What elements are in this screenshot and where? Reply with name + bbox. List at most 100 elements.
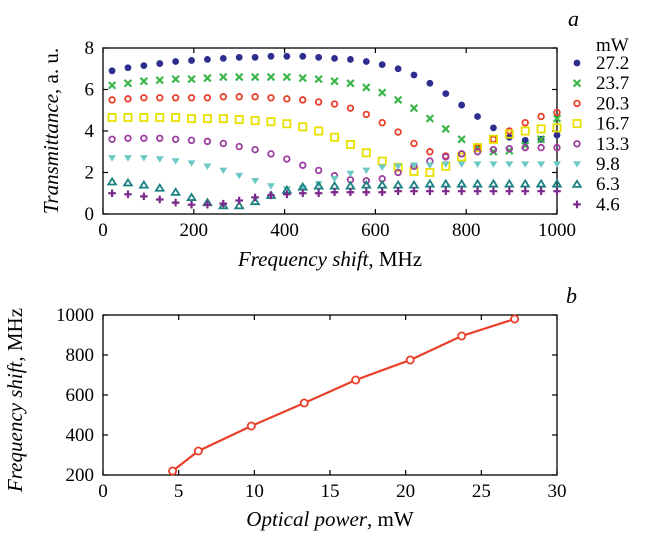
data-point [551,178,563,188]
data-point [140,94,148,102]
data-point [520,126,530,136]
data-point-shape [283,190,291,199]
data-point-shape [457,152,467,162]
panel-a-y-tick-label: 4 [85,121,95,142]
data-point [267,94,275,102]
panel-b-x-axis-title-main: Optical power [246,507,368,531]
data-point [124,190,132,199]
data-point-shape [107,81,117,90]
data-point-shape [251,193,259,202]
data-point [425,167,435,177]
data-point-shape [520,126,530,136]
data-point [330,188,339,197]
data-point [283,52,291,60]
panel-a-y-axis-title-main: Transmittance [39,94,63,214]
data-point [376,179,388,189]
data-point-shape [186,192,197,201]
data-point-shape [140,134,148,142]
panel-b-data-point [246,421,256,431]
legend-marker-icon [573,140,581,148]
data-point-shape [298,189,307,198]
data-point-shape [139,77,149,86]
data-point-shape [203,200,212,209]
data-point [536,135,546,144]
data-point [219,199,228,208]
data-point-shape [346,104,355,112]
data-point [235,72,244,82]
panel-a-y-axis-title-unit: , a. u. [39,48,63,94]
data-point-shape [187,94,196,102]
data-point-shape [219,139,228,148]
data-point [553,108,561,117]
data-point [203,200,212,209]
data-point [345,180,356,190]
data-point-shape [457,150,466,158]
data-point [266,117,276,127]
data-point-shape [425,114,435,123]
data-point [329,180,340,190]
data-point [552,114,562,123]
data-point-shape [218,114,228,124]
data-point [457,150,466,158]
data-point-shape [409,162,418,169]
data-point [139,155,148,162]
data-point [505,144,514,153]
panel-b-x-ticks: 0 5 10 15 20 25 30 [98,315,567,502]
data-point [474,113,481,120]
data-point-shape [154,182,166,192]
legend-marker-icon [572,79,582,88]
data-point-shape [473,148,482,156]
data-point-shape [362,167,371,175]
panel-b-y-tick-label: 800 [66,345,95,366]
data-point [345,139,355,149]
data-point-shape [171,198,180,207]
data-point [408,179,420,189]
data-point-shape [552,114,562,123]
data-point-shape [298,122,308,132]
data-point-shape [187,200,196,209]
data-point [314,74,323,84]
data-point [346,79,355,88]
panel-b-y-ticks: 200 400 600 800 1000 [56,305,557,486]
data-point-shape [378,164,387,171]
data-point-shape [330,175,339,183]
data-point [171,198,180,207]
data-point-shape [219,93,228,101]
data-point-shape [283,52,291,60]
legend-item-9-8: 9.8 [573,154,620,175]
data-point [171,158,180,165]
data-point [442,153,450,161]
data-point [108,96,116,104]
data-point-shape [250,116,260,126]
data-point [106,176,118,186]
panel-b-x-tick-label: 15 [321,481,340,502]
panel-a-y-tick-label: 2 [85,163,95,184]
data-point-shape [108,67,116,75]
panel-a-y-axis-title: Transmittance, a. u. [39,48,63,214]
data-point [424,178,436,188]
data-point [283,155,291,163]
data-point [187,74,196,84]
panel-a-data-points [106,52,563,210]
data-point-shape [378,188,387,197]
legend-item-6-3: 6.3 [571,174,620,195]
data-point-shape [122,177,134,187]
data-point-shape [441,124,450,134]
data-point-shape [521,143,529,152]
panel-a-x-tick-label: 800 [452,220,481,241]
data-point [361,148,371,158]
data-point [219,72,228,82]
data-point-shape [441,161,450,168]
data-point [283,190,291,199]
data-point [394,187,402,195]
data-point-shape [123,79,133,88]
data-point [457,135,466,144]
data-point-shape [330,188,339,197]
data-point [313,180,325,190]
data-point [537,112,545,121]
legend-label: 9.8 [596,154,620,175]
data-point-shape [267,191,275,200]
data-point-shape [362,110,371,119]
data-point [155,195,164,204]
data-point [489,135,498,143]
